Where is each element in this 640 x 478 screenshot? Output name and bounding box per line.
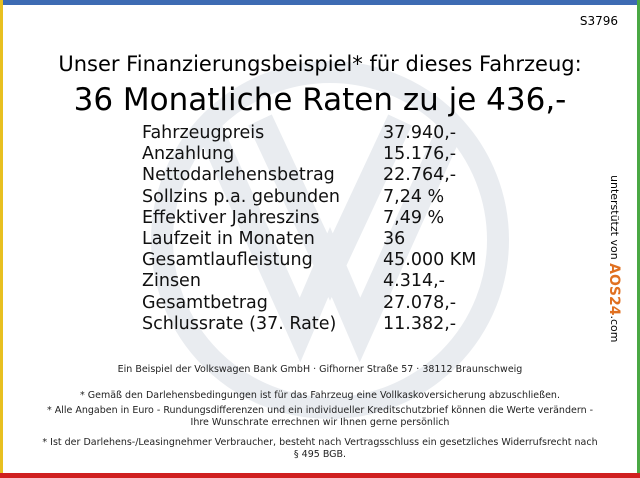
footnote: * Ist der Darlehens-/Leasingnehmer Verbr…	[42, 437, 598, 460]
side-note: unterstützt von AOS24.com	[606, 175, 622, 342]
row-label: Anzahlung	[142, 144, 235, 165]
row-value: 22.764,-	[383, 165, 457, 186]
row-value: 7,49 %	[383, 207, 445, 228]
row-value: 45.000 KM	[383, 250, 477, 271]
row-label: Sollzins p.a. gebunden	[142, 186, 341, 207]
row-value: 7,24 %	[383, 186, 445, 207]
footnote: * Alle Angaben in Euro - Rundungsdiffere…	[46, 405, 594, 428]
top-border	[0, 0, 640, 5]
row-value: 4.314,-	[383, 271, 445, 292]
row-value: 15.176,-	[383, 144, 457, 165]
left-border	[0, 0, 3, 478]
side-brand: AOS24	[606, 263, 622, 316]
side-domain: .com	[608, 315, 621, 343]
row-label: Zinsen	[142, 271, 201, 292]
title: 36 Monatliche Raten zu je 436,-	[73, 82, 567, 118]
row-label: Gesamtlaufleistung	[142, 250, 313, 271]
row-value: 37.940,-	[383, 123, 457, 143]
side-text: unterstützt von	[608, 175, 621, 260]
row-label: Fahrzeugpreis	[142, 123, 265, 143]
bank-line: Ein Beispiel der Volkswagen Bank GmbH · …	[117, 364, 523, 375]
row-value: 36	[383, 229, 406, 249]
row-label: Nettodarlehensbetrag	[142, 165, 335, 186]
right-border	[637, 0, 640, 478]
footnote: * Gemäß den Darlehensbedingungen ist für…	[80, 390, 560, 401]
row-label: Effektiver Jahreszins	[142, 207, 320, 228]
row-label: Gesamtbetrag	[142, 292, 268, 313]
subtitle: Unser Finanzierungsbeispiel* für dieses …	[58, 52, 582, 76]
watermark-logo	[151, 61, 509, 419]
code: S3796	[579, 14, 618, 28]
row-label: Schlussrate (37. Rate)	[142, 313, 337, 334]
row-value: 11.382,-	[383, 313, 457, 334]
row-value: 27.078,-	[383, 292, 457, 313]
row-label: Laufzeit in Monaten	[142, 229, 315, 249]
bottom-border	[0, 473, 640, 478]
